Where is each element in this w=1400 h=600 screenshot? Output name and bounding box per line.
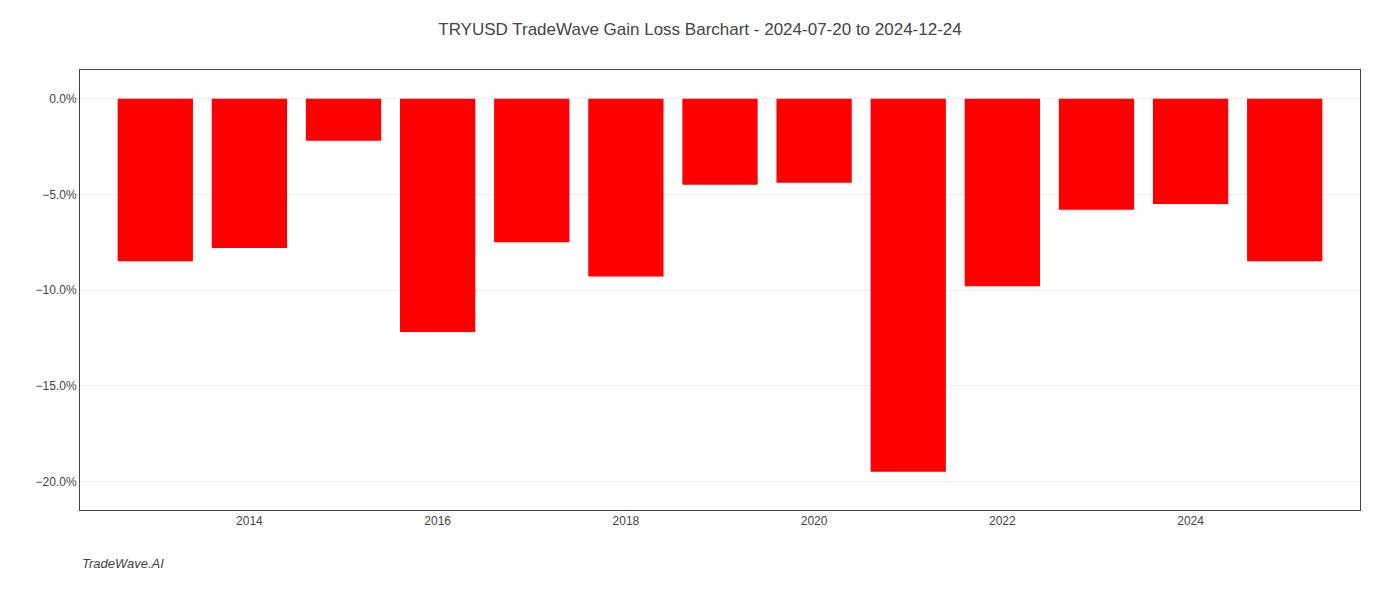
svg-text:2022: 2022 — [989, 514, 1016, 528]
svg-text:2024: 2024 — [1177, 514, 1204, 528]
svg-text:−20.0%: −20.0% — [36, 475, 77, 489]
svg-text:2020: 2020 — [801, 514, 828, 528]
svg-text:−5.0%: −5.0% — [42, 188, 77, 202]
svg-text:2014: 2014 — [236, 514, 263, 528]
svg-text:2018: 2018 — [613, 514, 640, 528]
svg-text:2016: 2016 — [424, 514, 451, 528]
svg-text:TRYUSD TradeWave Gain Loss Bar: TRYUSD TradeWave Gain Loss Barchart - 20… — [438, 20, 962, 39]
svg-text:−15.0%: −15.0% — [36, 379, 77, 393]
svg-text:0.0%: 0.0% — [49, 92, 77, 106]
svg-text:TradeWave.AI: TradeWave.AI — [82, 556, 164, 571]
svg-text:−10.0%: −10.0% — [36, 283, 77, 297]
